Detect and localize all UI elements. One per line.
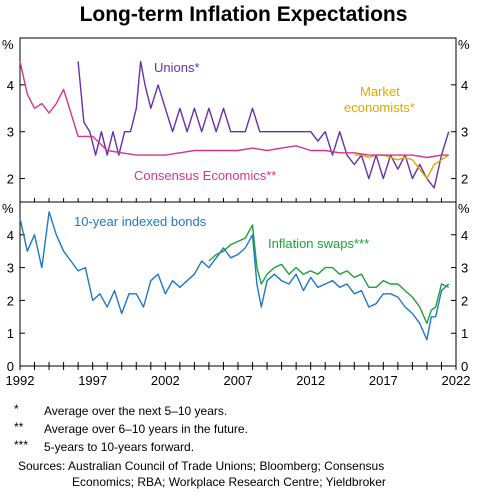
footnote-mark: * bbox=[14, 402, 19, 416]
legend-label-market-line2: economists* bbox=[344, 100, 415, 115]
footnote-1: * Average over the next 5–10 years. bbox=[14, 402, 484, 420]
legend-label-consensus: Consensus Economics** bbox=[134, 168, 276, 183]
legend-label-bonds: 10-year indexed bonds bbox=[74, 214, 207, 229]
series-line-market-economists bbox=[354, 154, 450, 180]
legend-label-swaps: Inflation swaps*** bbox=[268, 236, 369, 251]
series-line-inflation-swaps bbox=[208, 224, 449, 325]
y-tick-label-right: 0 bbox=[461, 359, 468, 374]
footnote-mark: *** bbox=[14, 438, 29, 452]
chart-title: Long-term Inflation Expectations bbox=[79, 3, 408, 26]
y-tick-label-left: 4 bbox=[7, 228, 14, 243]
sources-line-2: Economics; RBA; Workplace Research Centr… bbox=[72, 475, 386, 489]
series-line-10-year-indexed-bonds bbox=[19, 211, 450, 341]
footnotes: * Average over the next 5–10 years. ** A… bbox=[14, 402, 484, 456]
y-tick-label-left: 3 bbox=[7, 261, 14, 276]
x-tick-label: 2022 bbox=[442, 373, 471, 388]
x-tick-label: 2017 bbox=[369, 373, 398, 388]
y-tick-label-right: 2 bbox=[461, 293, 468, 308]
y-tick-label-left: 2 bbox=[7, 172, 14, 187]
y-tick-label-right: 3 bbox=[461, 125, 468, 140]
x-tick-label: 1997 bbox=[78, 373, 107, 388]
legend-label-market-line1: Market bbox=[360, 84, 400, 99]
y-tick-label-left: 1 bbox=[7, 326, 14, 341]
y-tick-label-right: 1 bbox=[461, 326, 468, 341]
series-line-unions bbox=[77, 60, 450, 189]
footnote-mark: ** bbox=[14, 420, 24, 434]
y-tick-label-left: 2 bbox=[7, 293, 14, 308]
sources: Sources: Australian Council of Trade Uni… bbox=[18, 458, 478, 490]
series-line-consensus-economics bbox=[19, 61, 449, 159]
footnote-text: 5-years to 10-years forward. bbox=[44, 440, 195, 454]
y-tick-label-left: 3 bbox=[7, 125, 14, 140]
y-unit-label-left: % bbox=[2, 37, 14, 52]
x-tick-label: 2007 bbox=[224, 373, 253, 388]
y-tick-label-left: 0 bbox=[7, 359, 14, 374]
y-unit-label-right: % bbox=[458, 201, 470, 216]
legend-label-unions: Unions* bbox=[154, 60, 200, 75]
y-tick-label-right: 4 bbox=[461, 228, 468, 243]
chart-svg: % % 2 2 3 3 4 4% % 0 0 1 1 2 2 3 3 4 4 1992 1997 2002 2007 2012… bbox=[2, 37, 471, 388]
footnote-2: ** Average over 6–10 years in the future… bbox=[14, 420, 484, 438]
y-unit-label-left: % bbox=[2, 201, 14, 216]
y-tick-label-right: 2 bbox=[461, 172, 468, 187]
footnote-3: *** 5-years to 10-years forward. bbox=[14, 438, 484, 456]
footnote-text: Average over 6–10 years in the future. bbox=[44, 422, 248, 436]
x-tick-label: 2012 bbox=[296, 373, 325, 388]
sources-line-1: Sources: Australian Council of Trade Uni… bbox=[18, 459, 385, 473]
y-unit-label-right: % bbox=[458, 37, 470, 52]
x-tick-label: 2002 bbox=[151, 373, 180, 388]
y-tick-label-right: 4 bbox=[461, 78, 468, 93]
x-tick-label: 1992 bbox=[6, 373, 35, 388]
y-tick-label-right: 3 bbox=[461, 261, 468, 276]
y-tick-label-left: 4 bbox=[7, 78, 14, 93]
footnote-text: Average over the next 5–10 years. bbox=[44, 404, 228, 418]
